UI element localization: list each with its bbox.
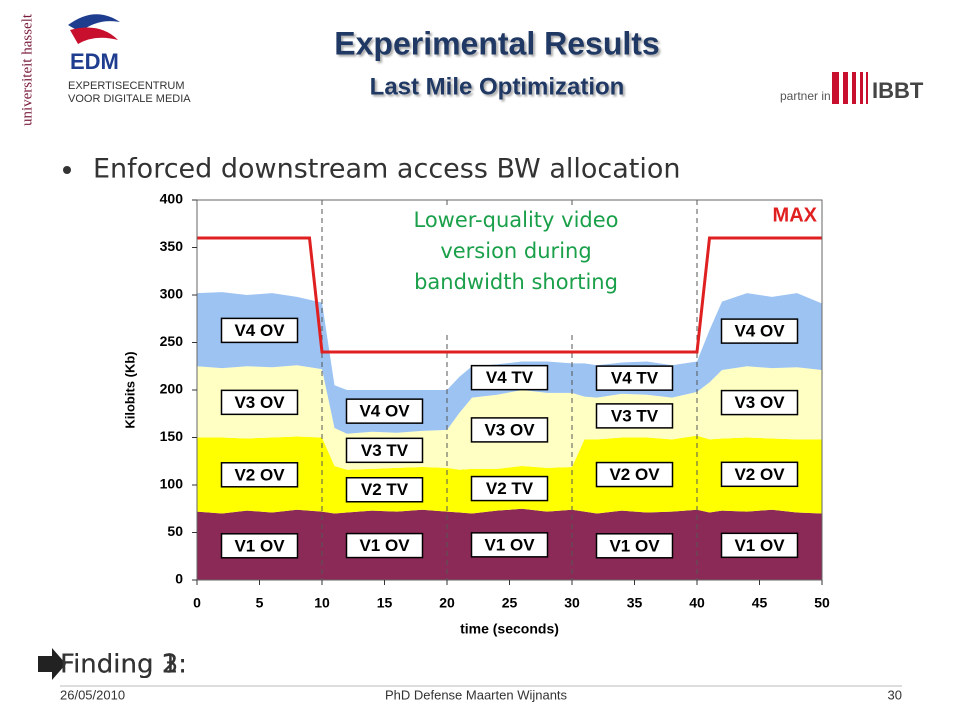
segment-label-box — [470, 417, 549, 443]
segment-label: V2 OV — [734, 465, 785, 484]
area — [197, 292, 822, 434]
segment-label: V1 OV — [484, 535, 535, 554]
segment-label: V2 OV — [234, 465, 285, 484]
logo-name: IBBT — [872, 78, 924, 103]
segment-label: V1 OV — [359, 536, 410, 555]
y-tick-label: 0 — [175, 571, 183, 587]
y-tick-label: 350 — [160, 238, 184, 254]
segment-label: V4 TV — [611, 369, 659, 388]
segment-label-box — [345, 398, 424, 424]
segment-label-box — [470, 364, 549, 391]
segment-label: V4 OV — [359, 402, 410, 421]
logo-university: universiteit hasselt — [19, 13, 35, 126]
x-tick-label: 15 — [377, 595, 393, 611]
finding: Finding 1: — [60, 650, 187, 680]
logo-text: partner in — [780, 89, 831, 103]
x-tick-label: 30 — [564, 595, 580, 611]
slide-subtitle: Last Mile Optimization — [370, 73, 625, 100]
x-tick-label: 50 — [814, 595, 830, 611]
segment-label: V2 TV — [486, 479, 534, 498]
logo-swoosh — [68, 14, 120, 32]
max-line — [197, 236, 822, 354]
x-tick-label: 25 — [502, 595, 518, 611]
arrow-icon — [38, 648, 66, 680]
x-tick-label: 0 — [193, 595, 201, 611]
y-tick-label: 50 — [167, 523, 183, 539]
segment-label: V2 OV — [609, 465, 660, 484]
segment-label: V3 TV — [611, 406, 659, 425]
footer-center: PhD Defense Maarten Wijnants — [385, 687, 568, 702]
x-tick-label: 5 — [256, 595, 264, 611]
segment-label-box — [470, 475, 549, 502]
segment-label: V3 OV — [234, 393, 285, 412]
bullet-text: Enforced downstream access BW allocation — [93, 154, 681, 185]
segment-label: V3 OV — [484, 420, 535, 439]
max-label: MAX — [773, 204, 818, 226]
segment-label-box — [595, 365, 674, 391]
segment-label: V1 OV — [609, 536, 660, 555]
x-tick-label: 10 — [314, 595, 330, 611]
segment-label-box — [220, 533, 299, 559]
footer-page: 30 — [888, 687, 902, 702]
segment-label-box — [595, 533, 674, 559]
finding: Finding 3: — [60, 650, 187, 680]
segment-label-box — [720, 389, 799, 416]
segment-label-box — [220, 389, 299, 416]
segment-label-box — [720, 532, 799, 559]
x-tick-label: 20 — [439, 595, 455, 611]
logo-bars — [832, 72, 868, 104]
bullet-dot — [63, 166, 71, 174]
slide-title: Experimental Results — [334, 25, 659, 61]
segment-label: V1 OV — [734, 536, 785, 555]
segment-label-box — [470, 532, 549, 558]
x-tick-label: 40 — [689, 595, 705, 611]
x-tick-label: 45 — [752, 595, 768, 611]
finding: Finding 2: — [60, 650, 187, 680]
segment-label-box — [220, 317, 299, 344]
segment-label-box — [220, 462, 299, 488]
logo-mark: EDM — [70, 49, 119, 74]
y-tick-label: 250 — [160, 333, 184, 349]
y-tick-label: 150 — [160, 428, 184, 444]
segment-label-box — [595, 403, 674, 429]
y-tick-label: 200 — [160, 381, 184, 397]
y-tick-label: 300 — [160, 286, 184, 302]
footer-date: 26/05/2010 — [60, 687, 125, 702]
segment-label-box — [720, 461, 799, 488]
segment-label-box — [345, 532, 424, 559]
y-tick-label: 400 — [160, 191, 184, 207]
x-tick-label: 35 — [627, 595, 643, 611]
segment-label: V2 TV — [361, 480, 409, 499]
segment-label-box — [345, 437, 424, 464]
annotation: Lower-quality video version during bandw… — [385, 205, 647, 333]
y-axis-label: Kilobits (Kb) — [122, 351, 137, 428]
segment-label: V3 TV — [361, 441, 409, 460]
segment-label-box — [720, 318, 799, 344]
logo-text: VOOR DIGITALE MEDIA — [68, 93, 191, 105]
logo-swoosh — [70, 27, 118, 44]
x-axis-label: time (seconds) — [460, 621, 559, 637]
segment-label: V3 OV — [734, 393, 785, 412]
segment-label-box — [595, 461, 674, 488]
segment-label: V4 OV — [734, 322, 785, 341]
segment-label: V4 OV — [234, 321, 285, 340]
segment-label: V1 OV — [234, 536, 285, 555]
logo-text: EXPERTISECENTRUM — [68, 80, 185, 92]
segment-label: V4 TV — [486, 368, 534, 387]
y-tick-label: 100 — [160, 476, 184, 492]
segment-label-box — [345, 477, 424, 503]
